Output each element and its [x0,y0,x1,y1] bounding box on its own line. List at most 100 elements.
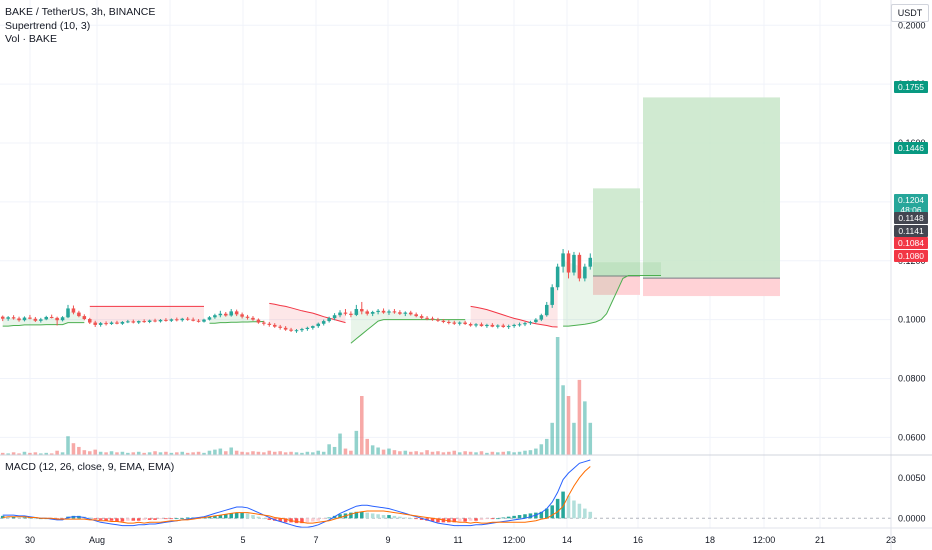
candle-body [207,317,212,320]
candle-body [463,322,467,325]
candle-body [544,304,549,316]
volume-bar [544,438,549,455]
supertrend-line-down [269,302,346,324]
volume-bar [354,430,359,455]
volume-bar [490,451,495,455]
macd-histogram-bar [6,516,10,519]
volume-bar [343,448,348,455]
position-profit-zone [643,97,780,279]
candle-body [370,311,375,314]
macd-histogram-bar [452,518,457,523]
volume-bar [376,447,380,455]
macd-histogram-bar [496,518,500,520]
macd-histogram-bar [360,511,364,519]
volume-bar [49,453,54,455]
candle-body [49,316,54,318]
candle-body [272,324,277,327]
volume-bar [28,452,32,455]
macd-histogram-bar [104,518,108,521]
volume-bar [158,452,163,455]
volume-bar [11,452,16,455]
volume-bar [66,436,70,455]
candle-body [191,319,195,321]
candle-body [234,311,239,315]
price-tag-text: 0.1204 [898,195,924,205]
price-tag-text: 0.1084 [898,238,924,248]
currency-button[interactable]: USDT [891,4,929,22]
volume-bar [87,451,92,455]
macd-tick-label: 0.0050 [898,473,926,483]
candle-body [430,318,435,320]
volume-bar [109,451,114,455]
volume-bar [583,401,587,455]
macd-histogram-bar [245,513,250,519]
supertrend-line-down [470,305,558,328]
candle-body [517,324,522,326]
macd-histogram-bar [126,518,130,521]
macd-histogram-bar [408,518,413,520]
supertrend-fill-down [269,303,346,331]
volume-bar [425,450,429,455]
volume-bar [82,450,87,455]
volume-bar [207,450,212,455]
volume-bar [403,450,408,455]
volume-bar [414,451,418,455]
volume-bar [561,385,565,455]
macd-histogram-bar [392,515,397,519]
macd-histogram-bar [142,518,146,520]
macd-histogram-bar [87,517,92,519]
volume-bar [93,449,97,455]
candle-body [120,321,125,324]
candle-body [457,322,462,324]
macd-histogram-bar [240,512,244,519]
volume-bar [381,449,386,455]
candle-body [555,266,560,288]
supertrend-legend[interactable]: Supertrend (10, 3) [5,20,91,32]
candle-body [0,316,5,319]
candle-body [66,308,70,318]
macd-histogram-bar [419,518,424,520]
candle-body [343,312,348,314]
price-tag-text: 0.1080 [898,251,924,261]
macd-histogram-bar [98,518,103,520]
macd-histogram-bar [485,518,489,520]
supertrend-fill-up [563,260,661,327]
volume-bar [501,451,506,455]
symbol-title[interactable]: BAKE / TetherUS, 3h, BINANCE [5,6,156,18]
candle-body [474,324,478,326]
macd-histogram-bar [398,516,402,519]
macd-histogram-bar [262,518,266,520]
volume-bar [316,450,321,455]
position-tools[interactable] [593,97,780,297]
macd-histogram-bar [93,518,97,520]
volume-bar [0,452,5,455]
macd-tick-label: 0.0000 [898,513,926,523]
candle-body [256,319,261,323]
candle-body [278,326,282,328]
macd-histogram-bar [561,491,565,519]
candle-body [213,315,217,318]
candle-body [175,319,179,321]
volume-legend[interactable]: Vol · BAKE [5,33,57,45]
candle-body [349,313,353,315]
time-tick-label: 23 [886,535,896,545]
supertrend-indicator [2,260,661,344]
candle-body [240,314,244,317]
macd-indicator [0,459,891,528]
candle-body [93,322,97,325]
volume-bar [430,451,435,455]
volume-bar [539,444,544,455]
candle-body [153,320,157,322]
macd-histogram-bar [321,518,326,520]
macd-histogram-bar [501,517,506,519]
candle-body [300,329,304,331]
candle-body [180,318,185,321]
candle-body [44,316,49,320]
candle-body [169,319,174,321]
time-tick-label: 18 [705,535,715,545]
macd-histogram-bar [349,512,353,519]
supertrend-fill-up [209,312,264,324]
macd-legend[interactable]: MACD (12, 26, close, 9, EMA, EMA) [5,461,175,473]
price-tag-entry [894,212,928,224]
